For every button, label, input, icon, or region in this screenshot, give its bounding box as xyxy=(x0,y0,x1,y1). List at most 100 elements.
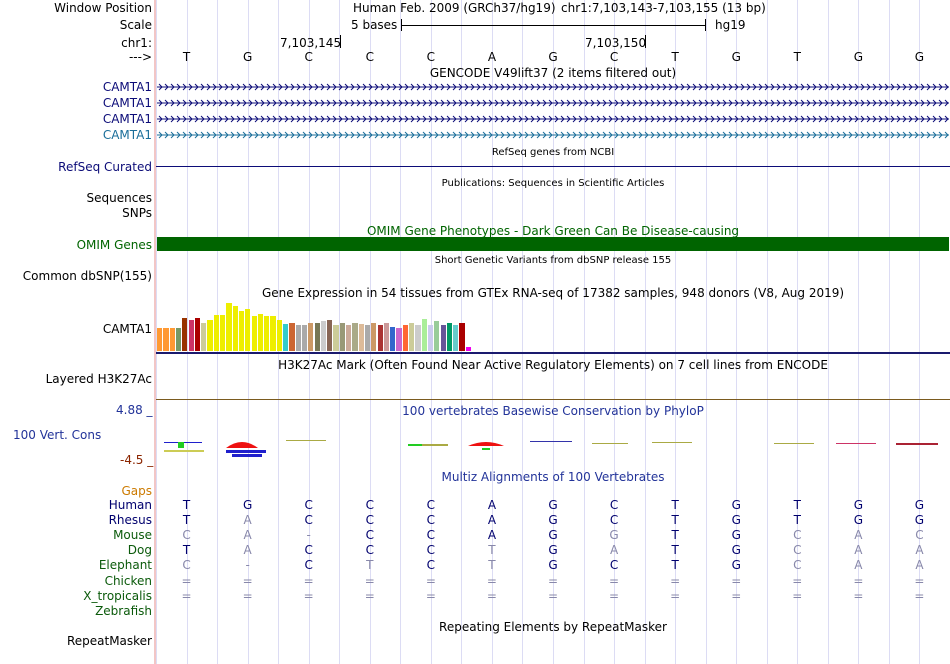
gtex-tissue-bar[interactable] xyxy=(427,325,434,351)
gtex-tissue-bar[interactable] xyxy=(232,306,238,351)
aligned-base: T xyxy=(671,513,679,528)
gaps-label[interactable]: Gaps xyxy=(121,484,152,498)
phylop-mark xyxy=(530,441,572,442)
aligned-base: G xyxy=(548,513,558,528)
gencode-transcript-intron[interactable] xyxy=(157,83,949,91)
gtex-tissue-bar[interactable] xyxy=(308,323,314,351)
gencode-transcript-intron[interactable] xyxy=(157,115,949,123)
gencode-transcript-label[interactable]: CAMTA1 xyxy=(102,128,152,142)
aligned-base: = xyxy=(486,588,497,603)
gtex-tissue-bar[interactable] xyxy=(188,320,194,351)
gencode-transcript-intron[interactable] xyxy=(157,131,949,139)
gtex-tissue-bar[interactable] xyxy=(226,303,232,351)
repeatmasker-label[interactable]: RepeatMasker xyxy=(66,634,152,648)
multiz-species-label[interactable]: Mouse xyxy=(113,528,152,543)
gtex-tissue-bar[interactable] xyxy=(352,323,358,351)
gencode-transcript-label[interactable]: CAMTA1 xyxy=(102,80,152,94)
multiz-species-label[interactable]: Chicken xyxy=(104,573,152,588)
gtex-tissue-bar[interactable] xyxy=(213,315,219,351)
gtex-tissue-bar[interactable] xyxy=(364,325,371,351)
gtex-tissue-bar[interactable] xyxy=(327,320,333,351)
phylop-mark xyxy=(652,442,692,443)
gtex-tissue-bar[interactable] xyxy=(371,323,377,351)
aligned-base: A xyxy=(243,513,252,528)
strand-label[interactable]: ---> xyxy=(128,50,152,64)
gtex-tissue-bar[interactable] xyxy=(251,316,257,351)
dbsnp-label[interactable]: Common dbSNP(155) xyxy=(22,269,152,283)
multiz-species-label[interactable]: X_tropicalis xyxy=(83,588,152,603)
gtex-tissue-bar[interactable] xyxy=(157,328,163,351)
multiz-species-label[interactable]: Human xyxy=(108,498,152,512)
gtex-tissue-bar[interactable] xyxy=(390,327,396,351)
gencode-transcript-label[interactable]: CAMTA1 xyxy=(102,96,152,110)
window-position-label[interactable]: Window Position xyxy=(54,1,152,15)
snps-label[interactable]: SNPs xyxy=(122,206,152,220)
gtex-tissue-bar[interactable] xyxy=(434,321,440,351)
grid-line xyxy=(156,0,157,664)
sequences-label[interactable]: Sequences xyxy=(86,191,152,205)
scale-label[interactable]: Scale xyxy=(119,18,152,32)
aligned-base: C xyxy=(304,498,313,512)
gtex-tissue-bar[interactable] xyxy=(383,323,390,351)
gtex-tissue-bar[interactable] xyxy=(358,324,364,351)
multiz-species-label[interactable]: Elephant xyxy=(98,558,152,573)
omim-feature-bar[interactable] xyxy=(157,237,949,251)
multiz-species-label[interactable]: Rhesus xyxy=(108,513,152,528)
gtex-tissue-bar[interactable] xyxy=(409,323,415,351)
h3k27ac-label[interactable]: Layered H3K27Ac xyxy=(45,372,152,386)
gtex-tissue-bar[interactable] xyxy=(346,325,352,351)
phylop-mark xyxy=(592,443,628,444)
gtex-tissue-bar[interactable] xyxy=(276,320,282,351)
gtex-tissue-bar[interactable] xyxy=(320,321,327,351)
gtex-tissue-bar[interactable] xyxy=(301,325,308,351)
aligned-base: = xyxy=(425,588,436,603)
gtex-tissue-bar[interactable] xyxy=(377,325,383,351)
gtex-tissue-bar[interactable] xyxy=(270,316,276,351)
gtex-tissue-bar[interactable] xyxy=(289,323,295,351)
gtex-tissue-bar[interactable] xyxy=(194,318,201,351)
gtex-label[interactable]: CAMTA1 xyxy=(102,322,152,336)
gtex-tissue-bar[interactable] xyxy=(295,325,301,351)
gtex-tissue-bar[interactable] xyxy=(314,323,320,351)
gencode-transcript-intron[interactable] xyxy=(157,99,949,107)
chrom-label[interactable]: chr1: xyxy=(121,36,152,50)
omim-label[interactable]: OMIM Genes xyxy=(76,238,152,252)
gtex-tissue-bar[interactable] xyxy=(163,328,169,351)
gtex-tissue-bar[interactable] xyxy=(396,328,402,351)
gencode-transcript-label[interactable]: CAMTA1 xyxy=(102,112,152,126)
gtex-tissue-bar[interactable] xyxy=(421,319,427,351)
gtex-tissue-bar[interactable] xyxy=(201,323,207,351)
aligned-base: A xyxy=(487,513,497,528)
gtex-tissue-bar[interactable] xyxy=(465,347,471,351)
gtex-tissue-bar[interactable] xyxy=(207,320,213,351)
gtex-tissue-bar[interactable] xyxy=(415,325,421,351)
gtex-tissue-bar[interactable] xyxy=(169,328,175,351)
gtex-tissue-bar[interactable] xyxy=(333,325,339,351)
gtex-tissue-bar[interactable] xyxy=(182,318,188,351)
aligned-base: - xyxy=(306,528,311,543)
aligned-base: = xyxy=(364,573,375,588)
gtex-tissue-bar[interactable] xyxy=(245,309,251,351)
gtex-tissue-bar[interactable] xyxy=(264,316,270,351)
gencode-title: GENCODE V49lift37 (2 items filtered out) xyxy=(429,66,677,80)
gtex-tissue-bar[interactable] xyxy=(459,323,465,351)
gtex-bar-chart[interactable] xyxy=(156,300,556,351)
gtex-tissue-bar[interactable] xyxy=(453,325,459,351)
gtex-tissue-bar[interactable] xyxy=(339,323,345,351)
gtex-tissue-bar[interactable] xyxy=(446,323,453,351)
gtex-tissue-bar[interactable] xyxy=(283,324,289,351)
position-range[interactable]: chr1:7,103,143-7,103,155 (13 bp) xyxy=(561,1,766,15)
phylop-mark xyxy=(164,450,204,452)
gtex-tissue-bar[interactable] xyxy=(175,328,182,351)
phylop-label[interactable]: 100 Vert. Cons xyxy=(13,428,102,442)
gtex-tissue-bar[interactable] xyxy=(440,325,446,351)
multiz-species-label[interactable]: Zebrafish xyxy=(95,603,152,618)
gtex-tissue-bar[interactable] xyxy=(402,325,408,351)
refseq-label[interactable]: RefSeq Curated xyxy=(58,160,152,174)
gtex-tissue-bar[interactable] xyxy=(220,315,226,351)
gtex-tissue-bar[interactable] xyxy=(238,311,245,351)
gtex-tissue-bar[interactable] xyxy=(257,314,264,351)
phylop-mark xyxy=(178,442,184,448)
multiz-species-label[interactable]: Dog xyxy=(127,543,152,558)
